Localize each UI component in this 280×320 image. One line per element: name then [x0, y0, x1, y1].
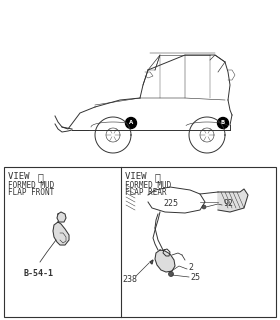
Circle shape — [125, 117, 137, 129]
Text: FLAP FRONT: FLAP FRONT — [8, 188, 54, 197]
Polygon shape — [155, 250, 175, 272]
Polygon shape — [150, 260, 153, 264]
Text: FORMED MUD: FORMED MUD — [125, 181, 171, 190]
Text: 25: 25 — [190, 274, 200, 283]
Circle shape — [218, 117, 228, 129]
Text: Ⓑ: Ⓑ — [155, 172, 161, 182]
Text: B: B — [221, 121, 225, 125]
Polygon shape — [57, 212, 66, 222]
Text: 92: 92 — [223, 199, 233, 209]
Text: A: A — [129, 121, 133, 125]
Text: 225: 225 — [163, 198, 178, 207]
Polygon shape — [53, 222, 69, 245]
Text: FORMED MUD: FORMED MUD — [8, 181, 54, 190]
Text: VIEW: VIEW — [8, 172, 35, 181]
Text: B-54-1: B-54-1 — [24, 269, 54, 278]
Text: Ⓐ: Ⓐ — [38, 172, 44, 182]
Text: 238: 238 — [122, 276, 137, 284]
Polygon shape — [218, 189, 248, 212]
Bar — [4, 167, 276, 317]
Text: FLAP REAR: FLAP REAR — [125, 188, 167, 197]
Circle shape — [169, 271, 174, 276]
Text: VIEW: VIEW — [125, 172, 152, 181]
Text: 2: 2 — [188, 263, 193, 273]
Circle shape — [202, 205, 206, 209]
